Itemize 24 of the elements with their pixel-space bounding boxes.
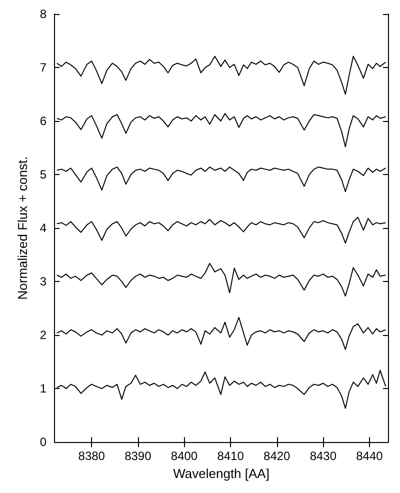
line-series: [56, 370, 386, 409]
y-tick-label: 0: [40, 435, 47, 450]
y-tick-label: 1: [40, 382, 47, 396]
y-tick-label: 8: [40, 7, 47, 21]
x-tick-label: 8390: [124, 449, 152, 464]
y-axis-title: Normalized Flux + const.: [15, 156, 30, 300]
x-tick-label: 8380: [78, 449, 106, 464]
x-axis-title: Wavelength [AA]: [173, 466, 270, 481]
x-tick-label: 8420: [264, 449, 291, 464]
x-tick-label: 8440: [356, 449, 384, 464]
line-series: [56, 316, 386, 350]
y-tick-label: 7: [40, 60, 47, 75]
line-series: [56, 56, 386, 95]
line-series: [56, 166, 386, 192]
y-tick-label: 2: [40, 328, 47, 342]
y-tick-label: 3: [40, 274, 47, 289]
y-tick-label: 4: [40, 221, 47, 236]
x-tick-label: 8430: [310, 449, 337, 464]
x-tick-label: 8410: [217, 449, 244, 464]
x-tick-label: 8400: [170, 449, 198, 464]
line-series: [56, 216, 386, 244]
line-series: [56, 262, 386, 297]
y-tick-label: 5: [40, 168, 47, 182]
y-tick-label: 6: [40, 114, 47, 128]
